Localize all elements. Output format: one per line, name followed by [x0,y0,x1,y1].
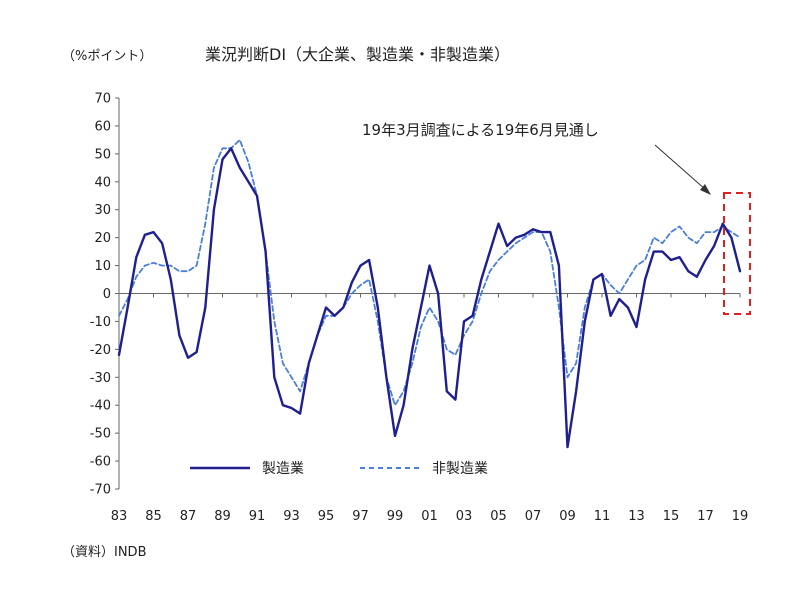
source-note: （資料）INDB [62,545,147,560]
y-tick-label: 70 [94,92,111,107]
x-tick-label: 93 [283,509,300,524]
y-unit-label: （%ポイント） [62,49,152,64]
y-tick-label: -70 [90,483,111,498]
y-tick-label: 0 [103,287,111,302]
y-tick-label: -10 [90,315,111,330]
x-tick-label: 19 [732,509,749,524]
legend: 製造業 非製造業 [190,461,488,477]
x-tick-label: 11 [594,509,611,524]
chart-title: 業況判断DI（大企業、製造業・非製造業） [205,45,510,64]
x-tick-label: 17 [697,509,714,524]
x-tick-label: 91 [249,509,266,524]
annotation-arrowhead [700,184,711,195]
legend-label-manufacturing: 製造業 [262,461,304,477]
annotation-arrow [654,144,707,191]
series-line-manufacturing [117,147,742,449]
x-tick-label: 15 [663,509,680,524]
x-tick-label: 05 [490,509,507,524]
y-tick-label: 40 [94,175,111,190]
x-tick-label: 03 [456,509,473,524]
x-tick-label: 01 [421,509,438,524]
forecast-box [723,192,751,315]
x-tick-label: 87 [180,509,197,524]
x-tick-label: 99 [387,509,404,524]
x-tick-label: 89 [214,509,231,524]
y-tick-label: 50 [94,147,111,162]
y-tick-label: -30 [90,371,111,386]
y-tick-label: -50 [90,427,111,442]
y-tick-label: 10 [94,259,111,274]
x-tick-label: 09 [559,509,576,524]
y-tick-label: -20 [90,343,111,358]
x-tick-label: 97 [352,509,369,524]
x-tick-label: 85 [145,509,162,524]
x-tick-label: 95 [318,509,335,524]
y-tick-label: 60 [94,119,111,134]
y-tick-label: -40 [90,399,111,414]
x-tick-label: 13 [628,509,645,524]
x-tick-label: 07 [525,509,542,524]
x-axis: 83 85 87 89 91 93 95 97 99 01 03 05 07 09 11 13 15 17 19 [111,293,749,524]
y-tick-label: 30 [94,203,111,218]
legend-label-nonmanufacturing: 非製造業 [432,461,488,477]
x-tick-label: 83 [111,509,128,524]
series-layer [117,138,742,449]
y-axis: 70 60 50 40 30 20 10 0 -10 -20 -30 -40 -50 -60 -70 [90,92,119,498]
series-line-nonmanufacturing [118,138,741,407]
annotation-text: 19年3月調査による19年6月見通し [362,121,599,139]
y-tick-label: 20 [94,231,111,246]
y-tick-label: -60 [90,455,111,470]
